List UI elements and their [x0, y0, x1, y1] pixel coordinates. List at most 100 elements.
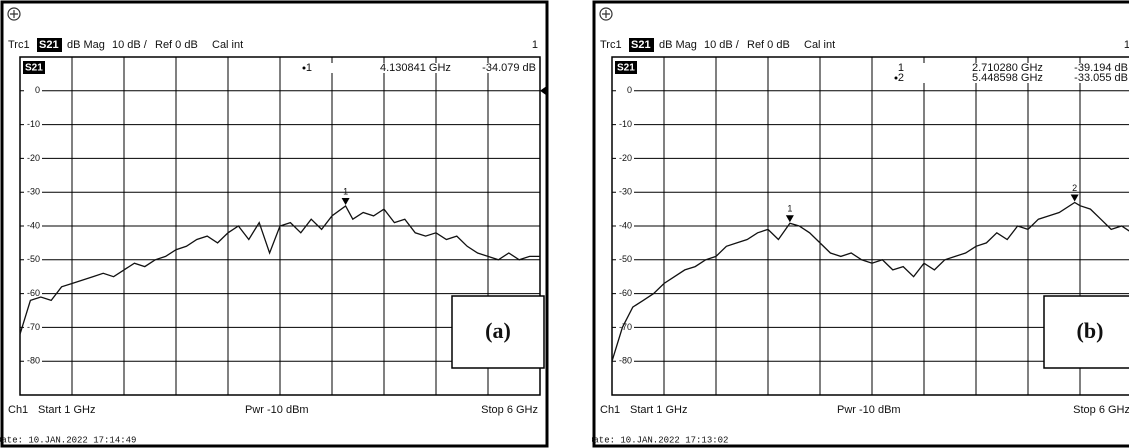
panel: Trc1 S21 dB Mag 10 dB / Ref 0 dB Cal int 1 0 -10…	[592, 0, 1129, 448]
active-dot	[302, 66, 306, 70]
trace	[611, 201, 1129, 362]
annotation: (a)	[485, 318, 511, 343]
marker-level: -33.055 dB	[1074, 72, 1128, 84]
y-tick-label: -50	[619, 254, 632, 264]
param-tag-box	[23, 61, 45, 74]
param-tag: S21	[617, 63, 635, 74]
format: dB Mag	[67, 39, 105, 51]
calibration: Cal int	[804, 39, 835, 51]
stop: Stop 6 GHz	[481, 404, 538, 416]
marker-readout-number: 2	[898, 72, 904, 84]
reference: Ref 0 dB	[155, 39, 198, 51]
date: Date: 10.JAN.2022 17:13:02	[592, 435, 728, 445]
marker-readout-number: 1	[898, 62, 904, 74]
param-tag: S21	[25, 63, 43, 74]
panel: Trc1 S21 dB Mag 10 dB / Ref 0 dB Cal int 1 0 -10…	[0, 0, 550, 448]
readout-bg	[890, 73, 1128, 83]
marker-frequency: 5.448598 GHz	[972, 72, 1043, 84]
calibration: Cal int	[212, 39, 243, 51]
logo	[7, 7, 21, 21]
channel: Ch1	[600, 404, 620, 416]
trace	[19, 205, 540, 335]
tick-label-bg	[24, 152, 42, 165]
tick-label-bg	[24, 186, 42, 199]
y-tick-label: -10	[619, 119, 632, 129]
marker-number: 2	[1072, 183, 1077, 193]
y-tick-label: -10	[27, 119, 40, 129]
stop: Stop 6 GHz	[1073, 404, 1129, 416]
y-tick-label: -80	[27, 356, 40, 366]
annotation: (b)	[1077, 318, 1104, 343]
tick-label-bg	[616, 253, 634, 266]
marker	[785, 215, 794, 223]
channel: Ch1	[8, 404, 28, 416]
y-tick-label: -70	[619, 322, 632, 332]
readout-bg	[298, 63, 536, 73]
trace-label: Trc1	[600, 39, 622, 51]
start: Start 1 GHz	[38, 404, 95, 416]
tick-label-bg	[616, 321, 634, 334]
marker-level: -34.079 dB	[482, 62, 536, 74]
y-tick-label: 0	[35, 85, 40, 95]
y-tick-label: -40	[27, 220, 40, 230]
parameter-box	[629, 38, 654, 52]
y-tick-label: -80	[619, 356, 632, 366]
marker	[1070, 194, 1079, 202]
tick-label-bg	[616, 220, 634, 232]
scale: 10 dB /	[112, 39, 148, 51]
tick-label-bg	[24, 84, 42, 97]
y-tick-label: -30	[619, 187, 632, 197]
y-tick-label: -60	[619, 288, 632, 298]
y-tick-label: -20	[619, 153, 632, 163]
tick-label-bg	[616, 186, 634, 199]
marker-frequency: 2.710280 GHz	[972, 62, 1043, 74]
y-tick-label: -60	[27, 288, 40, 298]
tick-label-bg	[24, 355, 42, 368]
date: Date: 10.JAN.2022 17:14:49	[0, 435, 136, 445]
y-tick-label: -40	[619, 220, 632, 230]
y-tick-label: -70	[27, 322, 40, 332]
tick-label-bg	[616, 118, 634, 131]
logo-mark	[10, 10, 18, 18]
power: Pwr -10 dBm	[837, 404, 901, 416]
y-tick-label: -20	[27, 153, 40, 163]
tick-label-bg	[616, 287, 634, 300]
marker-readout-number: 1	[306, 62, 312, 74]
marker-number: 1	[343, 186, 348, 196]
scale: 10 dB /	[704, 39, 740, 51]
active-dot	[894, 76, 898, 80]
tick-label-bg	[616, 152, 634, 165]
y-tick-label: 0	[627, 85, 632, 95]
analyzer-screen: Trc1 S21 dB Mag 10 dB / Ref 0 dB Cal int 1 0 -10…	[592, 0, 1129, 448]
y-tick-label: -30	[27, 187, 40, 197]
marker	[341, 197, 350, 205]
channel-number: 1	[1124, 39, 1129, 51]
power: Pwr -10 dBm	[245, 404, 309, 416]
reference: Ref 0 dB	[747, 39, 790, 51]
annotation-box	[1043, 295, 1129, 369]
parameter-box	[37, 38, 62, 52]
tick-label-bg	[616, 355, 634, 368]
tick-label-bg	[24, 287, 42, 300]
parameter: S21	[39, 39, 59, 51]
annotation-box	[451, 295, 545, 369]
param-tag-box	[615, 61, 637, 74]
reference-arrow	[540, 85, 547, 96]
start: Start 1 GHz	[630, 404, 687, 416]
trace-label: Trc1	[8, 39, 30, 51]
logo	[599, 7, 613, 21]
logo-mark	[602, 10, 610, 18]
analyzer-screen: Trc1 S21 dB Mag 10 dB / Ref 0 dB Cal int 1 0 -10…	[0, 0, 549, 448]
format: dB Mag	[659, 39, 697, 51]
y-tick-label: -50	[27, 254, 40, 264]
tick-label-bg	[24, 253, 42, 266]
tick-label-bg	[24, 118, 42, 131]
channel-number: 1	[532, 39, 538, 51]
tick-label-bg	[616, 84, 634, 97]
tick-label-bg	[24, 220, 42, 232]
marker-level: -39.194 dB	[1074, 62, 1128, 74]
parameter: S21	[631, 39, 651, 51]
readout-bg	[890, 63, 1128, 73]
tick-label-bg	[24, 321, 42, 334]
